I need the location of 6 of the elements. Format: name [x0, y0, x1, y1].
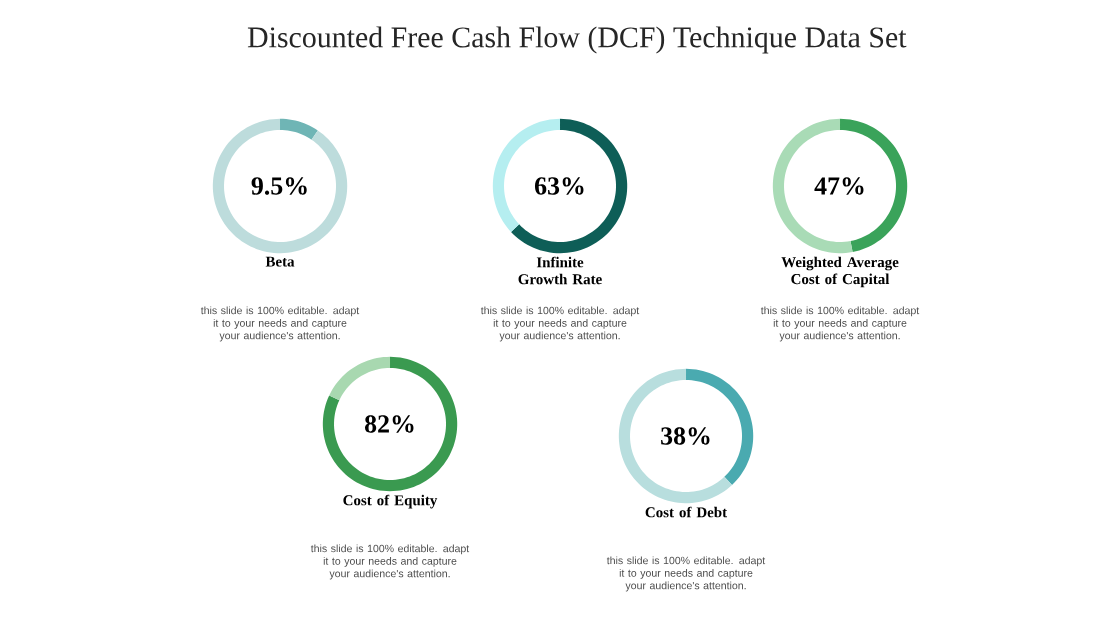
text: Discounted Free Cash Flow (DCF) Technique Data Set: [247, 26, 907, 54]
text: 9.5%: [251, 177, 307, 195]
text: 47%: [814, 177, 864, 195]
text: 63%: [534, 177, 584, 195]
text: 38%: [661, 427, 710, 445]
text: 82%: [364, 415, 414, 433]
